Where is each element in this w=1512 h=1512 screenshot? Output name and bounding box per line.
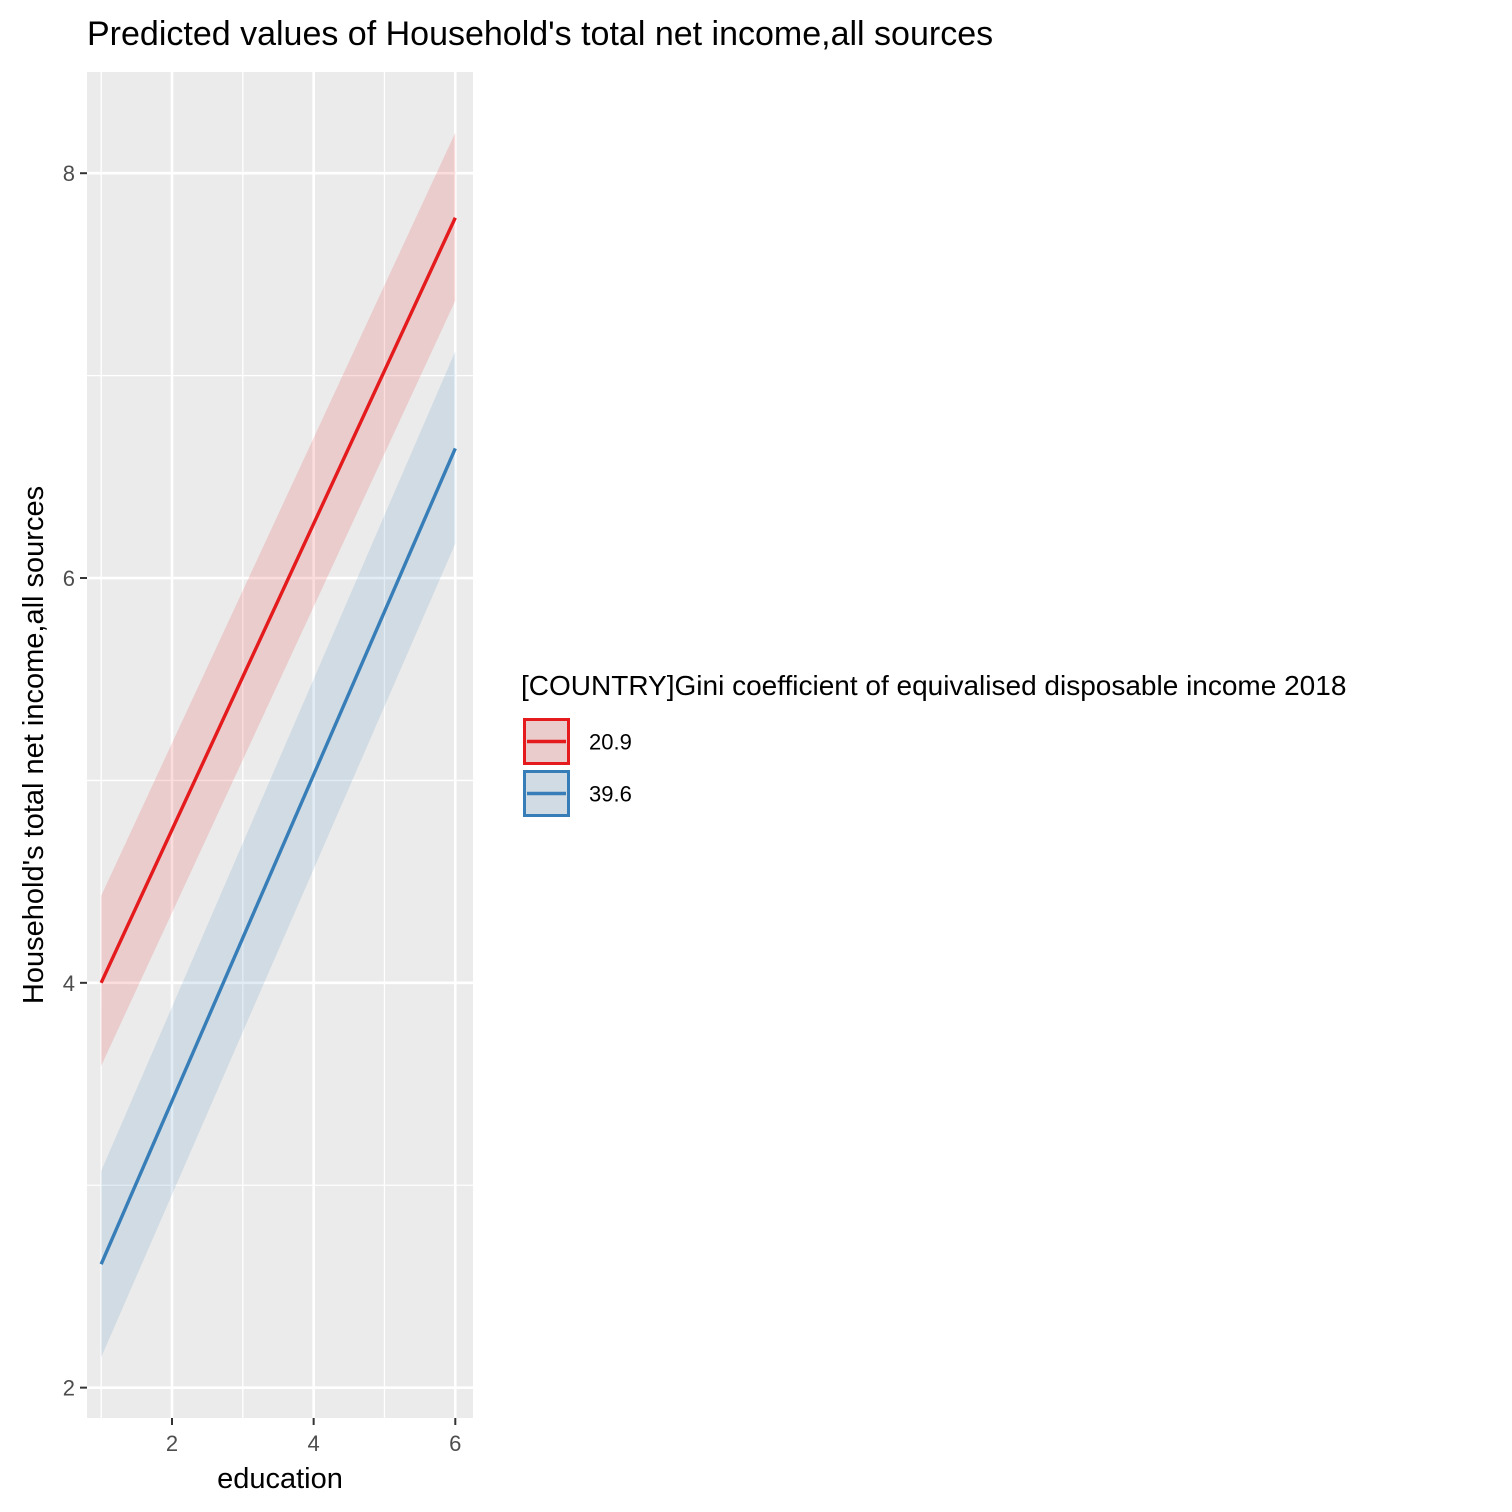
x-tick-label: 6 (449, 1431, 461, 1456)
legend-item-2: 39.6 (523, 770, 632, 817)
x-axis-title: education (217, 1463, 343, 1495)
y-axis-title: Household's total net income,all sources (18, 486, 50, 1004)
x-tick-label: 4 (308, 1431, 320, 1456)
grid-minor (87, 72, 473, 1418)
y-tick-label: 4 (63, 971, 75, 996)
legend-label: 20.9 (589, 730, 632, 755)
chart-title: Predicted values of Household's total ne… (87, 15, 993, 53)
legend-label: 39.6 (589, 782, 632, 807)
x-axis: 2 4 6 (166, 1418, 461, 1456)
x-tick-label: 2 (166, 1431, 178, 1456)
series-line-1 (99, 217, 457, 984)
grid-major (87, 72, 473, 1418)
legend-item-1: 20.9 (523, 718, 632, 765)
y-tick-label: 2 (63, 1376, 75, 1401)
legend: 20.9 39.6 (523, 718, 632, 817)
series-line-2 (99, 447, 457, 1265)
y-axis: 2 4 6 8 (63, 161, 87, 1401)
series-lines (99, 217, 457, 1265)
y-tick-label: 6 (63, 566, 75, 591)
y-tick-label: 8 (63, 161, 75, 186)
legend-title: [COUNTRY]Gini coefficient of equivalised… (521, 670, 1346, 701)
plot-panel (87, 72, 473, 1418)
